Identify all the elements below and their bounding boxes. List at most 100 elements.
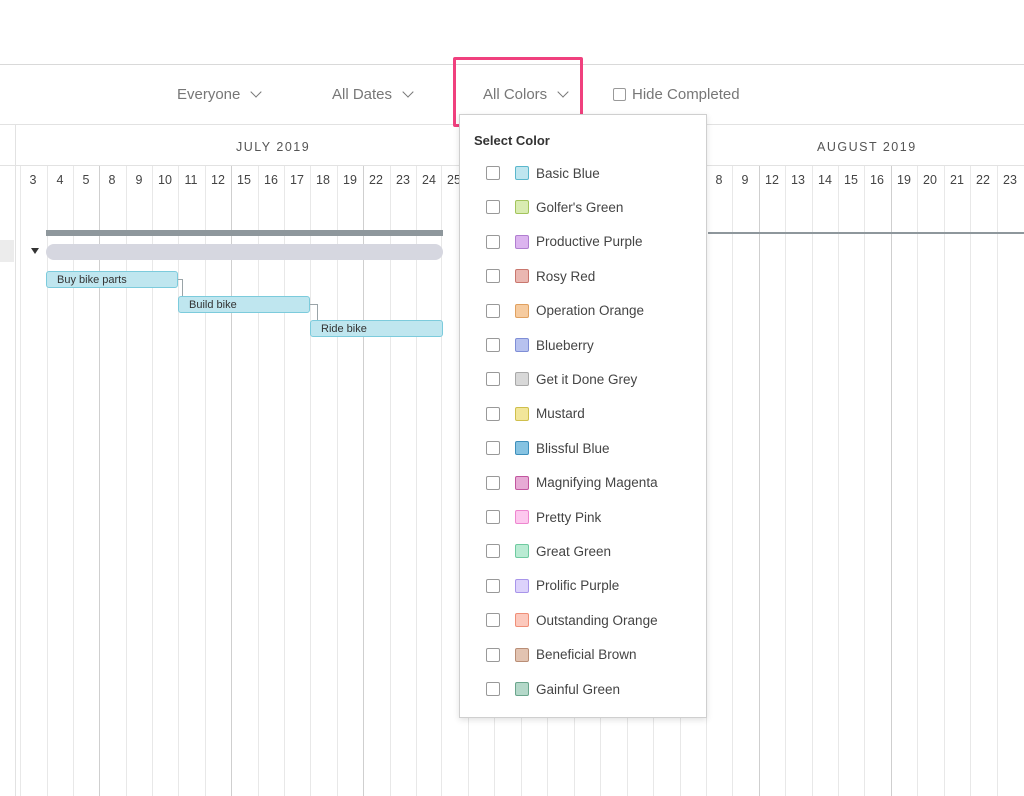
color-option[interactable]: Great Green: [486, 541, 611, 561]
task-bar[interactable]: Build bike: [178, 296, 310, 313]
color-option[interactable]: Blueberry: [486, 335, 594, 355]
color-option-label: Rosy Red: [536, 268, 596, 284]
july-day-label: 16: [264, 173, 278, 187]
color-option[interactable]: Productive Purple: [486, 232, 643, 252]
day-gridline: [944, 166, 945, 796]
color-option[interactable]: Pretty Pink: [486, 507, 601, 527]
chevron-down-icon: [402, 86, 414, 98]
color-option[interactable]: Prolific Purple: [486, 576, 619, 596]
day-gridline: [812, 166, 813, 796]
project-summary-line: [708, 232, 1024, 234]
day-gridline: [310, 166, 311, 796]
day-gridline: [441, 166, 442, 796]
people-filter-label: Everyone: [177, 86, 241, 103]
color-option-checkbox[interactable]: [486, 234, 500, 249]
color-option[interactable]: Mustard: [486, 404, 585, 424]
july-day-label: 12: [211, 173, 225, 187]
color-option[interactable]: Operation Orange: [486, 301, 644, 321]
color-option-checkbox[interactable]: [486, 613, 500, 628]
july-day-label: 3: [29, 173, 37, 187]
color-option-label: Productive Purple: [536, 234, 643, 250]
dates-filter-dropdown[interactable]: All Dates: [332, 86, 414, 103]
color-swatch: [515, 510, 529, 524]
day-gridline: [970, 166, 971, 796]
people-filter-dropdown[interactable]: Everyone: [177, 86, 263, 103]
day-gridline: [205, 166, 206, 796]
color-swatch: [515, 200, 529, 215]
color-option-label: Golfer's Green: [536, 199, 624, 215]
color-swatch: [515, 234, 529, 249]
august-day-label: 12: [765, 173, 779, 187]
color-option-label: Blueberry: [536, 337, 594, 353]
july-day-label: 22: [369, 173, 383, 187]
color-option[interactable]: Blissful Blue: [486, 438, 610, 458]
color-option[interactable]: Get it Done Grey: [486, 369, 637, 389]
july-day-label: 11: [184, 173, 198, 187]
day-gridline: [864, 166, 865, 796]
color-option-checkbox[interactable]: [486, 441, 500, 456]
august-day-label: 9: [741, 173, 749, 187]
collapse-caret-icon[interactable]: [31, 248, 39, 254]
task-bar[interactable]: Ride bike: [310, 320, 443, 337]
left-panel-divider: [15, 124, 16, 796]
day-gridline: [416, 166, 417, 796]
color-swatch: [515, 578, 529, 593]
color-option[interactable]: Rosy Red: [486, 266, 595, 286]
august-day-label: 20: [923, 173, 937, 187]
color-option-checkbox[interactable]: [486, 510, 500, 524]
color-option-label: Blissful Blue: [536, 440, 610, 456]
hide-completed-toggle[interactable]: Hide Completed: [613, 86, 740, 103]
color-option-checkbox[interactable]: [486, 682, 500, 696]
july-day-label: 9: [135, 173, 143, 187]
day-gridline: [258, 166, 259, 796]
color-option-label: Prolific Purple: [536, 578, 620, 594]
july-day-label: 17: [290, 173, 304, 187]
august-day-label: 21: [950, 173, 964, 187]
july-day-label: 15: [237, 173, 251, 187]
day-gridline: [917, 166, 918, 796]
color-swatch: [515, 647, 529, 662]
group-bar[interactable]: [46, 244, 443, 260]
color-option[interactable]: Basic Blue: [486, 163, 600, 183]
color-swatch: [515, 613, 529, 628]
color-option-checkbox[interactable]: [486, 166, 500, 180]
color-option[interactable]: Golfer's Green: [486, 197, 623, 217]
color-option-checkbox[interactable]: [486, 475, 500, 490]
color-option-label: Get it Done Grey: [536, 371, 638, 387]
color-select-menu: Select Color Basic Blue Golfer's Green Pro…: [459, 114, 707, 718]
color-option-checkbox[interactable]: [486, 303, 500, 318]
color-option-checkbox[interactable]: [486, 269, 500, 284]
color-option-label: Outstanding Orange: [536, 612, 658, 628]
color-swatch: [515, 544, 529, 559]
color-option-checkbox[interactable]: [486, 647, 500, 662]
august-day-label: 14: [818, 173, 832, 187]
color-option-checkbox[interactable]: [486, 200, 500, 215]
color-swatch: [515, 441, 529, 456]
color-option[interactable]: Gainful Green: [486, 679, 620, 699]
hide-completed-checkbox[interactable]: [613, 88, 626, 101]
color-option-checkbox[interactable]: [486, 406, 500, 421]
color-swatch: [515, 338, 529, 352]
color-option-label: Great Green: [536, 543, 612, 559]
task-bar[interactable]: Buy bike parts: [46, 271, 178, 288]
day-gridline: [20, 166, 21, 796]
color-option-label: Mustard: [536, 406, 585, 422]
color-option-label: Beneficial Brown: [536, 647, 637, 663]
color-option-checkbox[interactable]: [486, 544, 500, 559]
color-option-checkbox[interactable]: [486, 338, 500, 352]
color-option[interactable]: Beneficial Brown: [486, 645, 637, 665]
top-header: [0, 0, 1024, 65]
day-gridline: [126, 166, 127, 796]
day-gridline: [99, 166, 100, 796]
color-option[interactable]: Magnifying Magenta: [486, 473, 658, 493]
color-option-checkbox[interactable]: [486, 372, 500, 387]
color-option[interactable]: Outstanding Orange: [486, 610, 658, 630]
color-swatch: [515, 406, 529, 421]
color-swatch: [515, 269, 529, 284]
row-handle: [0, 240, 14, 262]
color-option-checkbox[interactable]: [486, 578, 500, 593]
color-menu-title: Select Color: [474, 133, 550, 148]
color-swatch: [515, 303, 529, 318]
august-day-label: 23: [1003, 173, 1017, 187]
colors-filter-dropdown[interactable]: All Colors: [483, 86, 569, 103]
